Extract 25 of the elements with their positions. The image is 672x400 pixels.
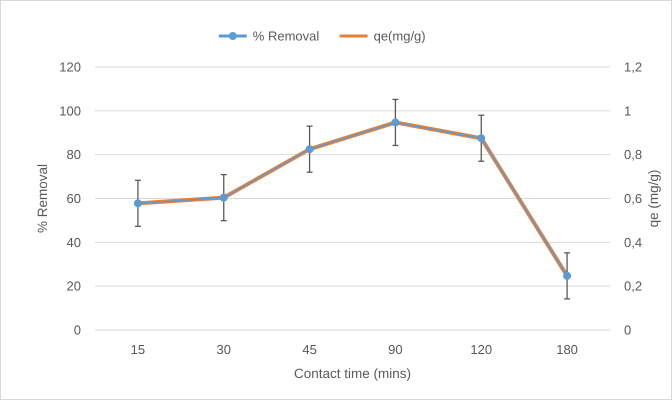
x-tick-label: 45 (302, 342, 317, 357)
y-tick-label: 20 (66, 278, 81, 294)
y2-tick-label: 1,2 (624, 60, 642, 75)
y2-tick-label: 0,8 (624, 147, 642, 162)
x-tick-label: 30 (216, 342, 231, 357)
y2-tick-label: 0,6 (624, 191, 642, 206)
y-tick-label: 100 (59, 103, 81, 118)
y2-axis-title: qe (mg/g) (646, 170, 661, 228)
y-tick-label: 60 (66, 191, 81, 206)
legend-label: % Removal (252, 28, 320, 44)
y-tick-label: 80 (66, 147, 81, 162)
legend-label: qe(mg/g) (374, 28, 426, 44)
x-tick-label: 15 (130, 342, 146, 357)
x-tick-label: 180 (556, 342, 578, 357)
y-tick-label: 40 (66, 234, 81, 250)
y2-tick-label: 0,2 (624, 278, 642, 294)
y2-tick-label: 1 (624, 103, 632, 118)
x-tick-label: 120 (470, 342, 492, 357)
x-tick-label: 90 (388, 342, 403, 357)
y2-tick-label: 0 (624, 322, 632, 338)
y2-tick-label: 0,4 (624, 234, 642, 250)
y-axis-title: % Removal (35, 164, 50, 234)
y-tick-label: 120 (59, 60, 81, 75)
y-tick-label: 0 (74, 322, 81, 338)
x-axis-title: Contact time (mins) (294, 366, 412, 381)
